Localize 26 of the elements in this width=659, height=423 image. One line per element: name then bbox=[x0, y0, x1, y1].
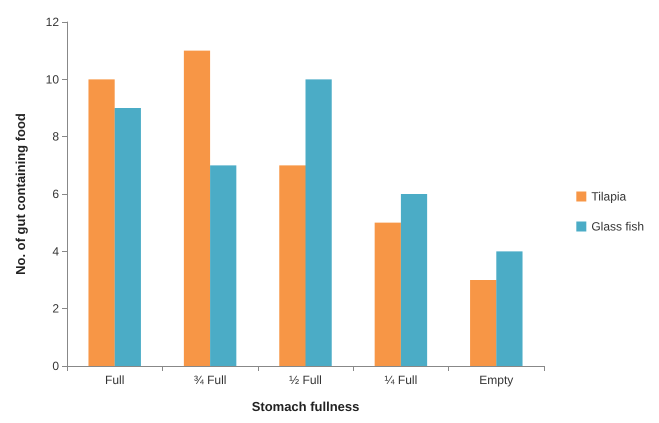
x-tick-label: Empty bbox=[479, 373, 514, 387]
legend-label: Tilapia bbox=[591, 190, 627, 204]
bar bbox=[374, 222, 401, 366]
x-tick-label: Full bbox=[105, 373, 124, 387]
bar bbox=[279, 165, 306, 366]
bar bbox=[496, 251, 523, 366]
x-tick-label: ¾ Full bbox=[194, 373, 226, 387]
x-tick-label: ½ Full bbox=[289, 373, 322, 387]
y-tick-label: 8 bbox=[52, 130, 60, 144]
legend-label: Glass fish bbox=[591, 220, 644, 234]
y-tick-label: 0 bbox=[52, 359, 60, 373]
y-tick-label: 2 bbox=[52, 302, 60, 316]
bar bbox=[470, 280, 496, 366]
bar bbox=[210, 165, 236, 366]
bar bbox=[306, 79, 332, 366]
y-tick-label: 6 bbox=[52, 187, 60, 201]
x-axis-title: Stomach fullness bbox=[252, 399, 360, 414]
y-tick-label: 10 bbox=[46, 72, 60, 86]
x-tick-label: ¼ Full bbox=[384, 373, 418, 387]
y-tick-label: 4 bbox=[52, 244, 60, 258]
bar bbox=[184, 50, 210, 366]
bar bbox=[400, 194, 428, 366]
y-axis-title: No. of gut containing food bbox=[13, 113, 28, 275]
bar bbox=[88, 79, 115, 366]
y-tick-label: 12 bbox=[46, 15, 60, 29]
bar bbox=[114, 108, 141, 366]
